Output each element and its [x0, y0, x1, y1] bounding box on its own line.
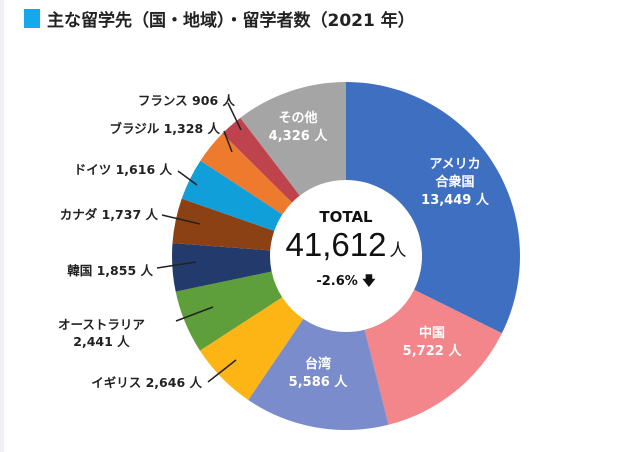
change-value: -2.6% [316, 274, 358, 289]
slice-4 [175, 271, 283, 351]
label-france-value: 906 人 [192, 93, 235, 108]
total-value: 41,612 [285, 226, 387, 263]
label-australia-value: 2,441 人 [73, 334, 130, 349]
slice-7 [181, 160, 283, 231]
slice-10 [240, 82, 346, 196]
label-taiwan-name: 台湾 [304, 357, 331, 372]
label-usa-name1: アメリカ [429, 157, 481, 172]
label-uk: イギリス 2,646 人 [91, 374, 202, 391]
label-germany-name: ドイツ [73, 162, 112, 177]
leader-line-1 [223, 130, 233, 153]
label-china-value: 5,722 人 [402, 344, 462, 359]
label-uk-name: イギリス [91, 375, 142, 390]
label-canada-value: 1,737 人 [101, 207, 158, 222]
label-uk-value: 2,646 人 [145, 375, 202, 390]
slice-6 [172, 198, 275, 251]
label-usa: アメリカ 合衆国 13,449 人 [421, 156, 489, 210]
label-brazil-value: 1,328 人 [163, 121, 220, 136]
label-china: 中国 5,722 人 [403, 325, 462, 361]
leader-line-4 [156, 261, 197, 269]
arrow-down-icon: 🡇 [362, 274, 376, 289]
leader-line-2 [177, 170, 198, 186]
label-brazil: ブラジル 1,328 人 [109, 120, 220, 137]
left-edge [0, 0, 4, 452]
label-other-value: 4,326 人 [268, 129, 328, 144]
label-australia: オーストラリア 2,441 人 [58, 316, 145, 350]
label-usa-value: 13,449 人 [421, 193, 489, 208]
chart-title: 主な留学先（国・地域）・留学者数（2021 年） [24, 6, 415, 31]
label-other: その他 4,326 人 [269, 110, 328, 146]
slice-2 [248, 318, 389, 431]
leader-line-0 [227, 102, 242, 131]
label-korea-value: 1,855 人 [96, 263, 153, 278]
title-marker [24, 9, 40, 28]
total-value-row: 41,612 人 [286, 226, 407, 264]
label-france: フランス 906 人 [138, 92, 235, 109]
label-canada: カナダ 1,737 人 [60, 206, 158, 223]
label-germany: ドイツ 1,616 人 [74, 161, 172, 178]
change-row: -2.6% 🡇 [316, 272, 375, 294]
total-label: TOTAL [319, 208, 373, 226]
label-taiwan-value: 5,586 人 [288, 375, 348, 390]
title-text: 主な留学先（国・地域）・留学者数（2021 年） [47, 11, 415, 31]
label-australia-name: オーストラリア [58, 317, 145, 332]
label-canada-name: カナダ [59, 207, 98, 222]
leader-line-6 [207, 359, 237, 383]
slice-5 [172, 243, 272, 292]
label-other-name: その他 [278, 111, 318, 126]
slice-8 [200, 133, 293, 215]
slice-0 [346, 82, 520, 334]
label-usa-name2: 合衆国 [435, 175, 475, 190]
label-china-name: 中国 [418, 326, 445, 341]
leader-line-3 [161, 214, 201, 225]
label-brazil-name: ブラジル [109, 121, 160, 136]
label-taiwan: 台湾 5,586 人 [289, 356, 348, 392]
label-korea-name: 韓国 [67, 263, 93, 278]
slice-1 [364, 289, 502, 425]
label-germany-value: 1,616 人 [115, 162, 172, 177]
label-france-name: フランス [137, 93, 188, 108]
slice-3 [199, 297, 304, 400]
leader-line-5 [175, 306, 214, 322]
total-unit: 人 [389, 241, 407, 261]
label-korea: 韓国 1,855 人 [67, 262, 153, 279]
slice-9 [222, 117, 300, 203]
